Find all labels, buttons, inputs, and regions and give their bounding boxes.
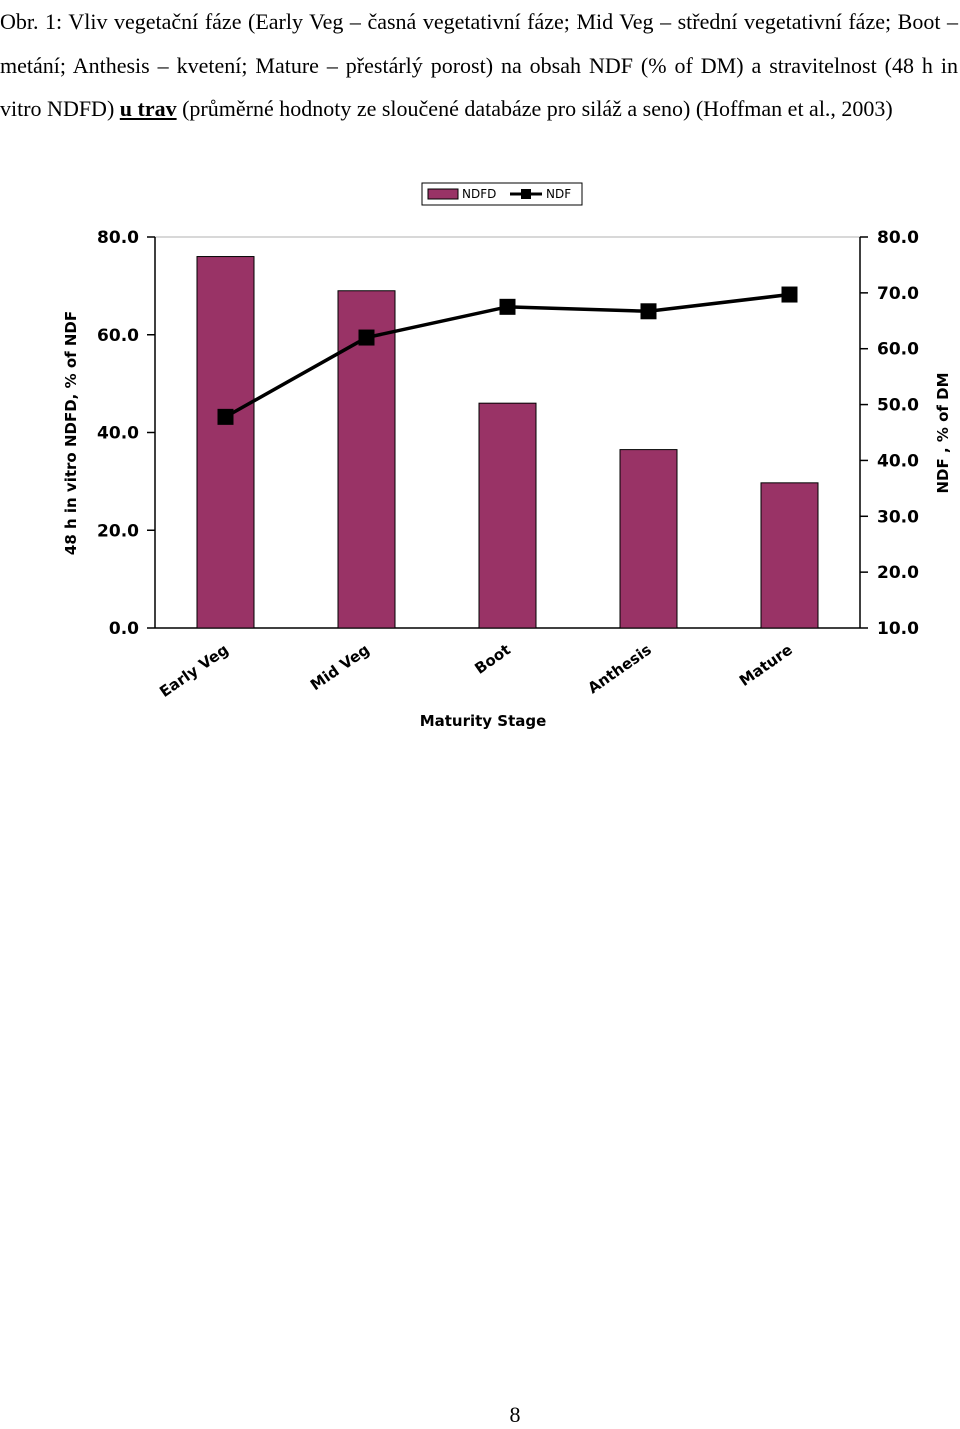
y-left-tick-label: 20.0: [97, 521, 139, 541]
figure-caption: Obr. 1: Vliv vegetační fáze (Early Veg –…: [0, 0, 958, 131]
ndfd-bar: [478, 402, 537, 629]
y-right-tick-label: 60.0: [877, 340, 919, 360]
legend-ndfd-swatch: [427, 188, 459, 200]
y-right-tick-label: 30.0: [877, 507, 919, 527]
y-left-tick-label: 80.0: [97, 228, 139, 248]
y-axis-right-title: NDF , % of DM: [934, 372, 952, 493]
ndf-point: [499, 298, 516, 315]
legend-ndfd-label: NDFD: [462, 187, 496, 201]
x-category-label: Anthesis: [584, 640, 654, 697]
x-category-label: Mid Veg: [307, 641, 373, 695]
legend-ndf-marker: [521, 189, 531, 199]
caption-underlined: u trav: [119, 96, 177, 121]
y-left-tick-label: 60.0: [97, 326, 139, 346]
caption-text-before: Obr. 1: Vliv vegetační fáze (Early Veg –…: [0, 9, 958, 121]
ndf-ndfd-chart: NDFD NDF 0.0 20.0 40.0 60.0 80.0 10.0 20.0 30.0…: [62, 182, 952, 730]
y-right-tick-label: 20.0: [877, 563, 919, 583]
ndf-point: [217, 408, 234, 425]
y-right-tick-label: 10.0: [877, 619, 919, 639]
y-right-tick-label: 50.0: [877, 396, 919, 416]
y-right-tick-label: 80.0: [877, 228, 919, 248]
y-right-tick-label: 70.0: [877, 284, 919, 304]
legend-frame: [421, 182, 583, 206]
x-axis-title: Maturity Stage: [420, 712, 547, 730]
ndf-point: [640, 303, 657, 320]
x-category-label: Early Veg: [156, 641, 232, 701]
x-category-label: Mature: [736, 641, 796, 690]
plot-area: 0.0 20.0 40.0 60.0 80.0 10.0 20.0 30.0 40.0 50.0 6…: [97, 228, 919, 701]
legend-ndf-label: NDF: [546, 187, 571, 201]
y-left-tick-label: 40.0: [97, 424, 139, 444]
y-right-tick-label: 40.0: [877, 451, 919, 471]
caption-text-after: (průměrné hodnoty ze sloučené databáze p…: [176, 96, 893, 121]
ndf-point: [358, 329, 375, 346]
page-number: 8: [509, 1402, 521, 1427]
y-left-tick-label: 0.0: [109, 619, 139, 639]
y-axis-left-title: 48 h in vitro NDFD, % of NDF: [62, 311, 80, 555]
ndfd-bar: [196, 256, 255, 629]
ndf-point: [781, 286, 798, 303]
ndfd-bar: [760, 482, 819, 629]
legend: NDFD NDF: [421, 182, 583, 206]
x-category-label: Boot: [471, 641, 513, 678]
ndfd-bar: [619, 449, 678, 629]
